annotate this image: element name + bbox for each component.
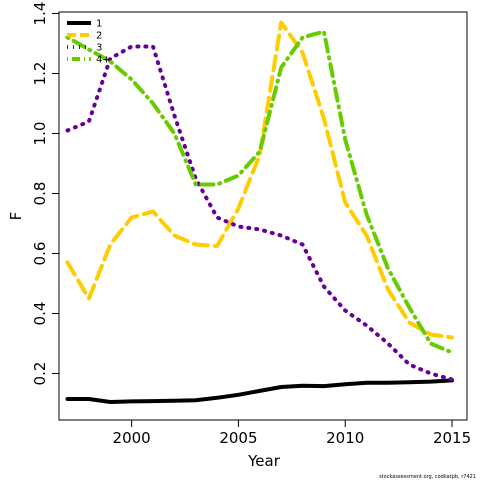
credit-text: stockassessment.org, codkatpb, r7421 bbox=[379, 474, 476, 480]
series-line-1 bbox=[65, 378, 454, 404]
y-axis: 0.2 0.4 0.6 0.8 1.0 1.2 1.4 bbox=[31, 2, 60, 386]
y-tick-label: 1.0 bbox=[31, 122, 49, 146]
series-line-4 bbox=[65, 29, 454, 355]
x-tick-label: 2010 bbox=[326, 429, 364, 447]
y-tick-label: 0.4 bbox=[31, 302, 49, 326]
x-tick-label: 2015 bbox=[433, 429, 471, 447]
y-tick-label: 0.6 bbox=[31, 242, 49, 266]
y-tick-label: 0.2 bbox=[31, 362, 49, 386]
y-axis-title: F bbox=[7, 212, 25, 221]
y-tick-label: 0.8 bbox=[31, 182, 49, 206]
series-layer bbox=[65, 20, 454, 404]
y-tick-label: 1.2 bbox=[31, 62, 49, 86]
plot-frame bbox=[58, 11, 468, 421]
legend-label-1: 1 bbox=[96, 19, 102, 30]
series-line-2 bbox=[65, 20, 454, 340]
legend-label-3: 3 bbox=[96, 43, 102, 54]
y-tick-label: 1.4 bbox=[31, 2, 49, 26]
x-tick-label: 2000 bbox=[113, 429, 151, 447]
series-line-3 bbox=[65, 44, 454, 382]
x-axis-title: Year bbox=[247, 452, 281, 470]
x-axis: 2000 2005 2010 2015 bbox=[113, 419, 471, 447]
legend-label-4: 4+ bbox=[96, 55, 111, 66]
legend-label-2: 2 bbox=[96, 31, 102, 42]
x-tick-label: 2005 bbox=[219, 429, 257, 447]
